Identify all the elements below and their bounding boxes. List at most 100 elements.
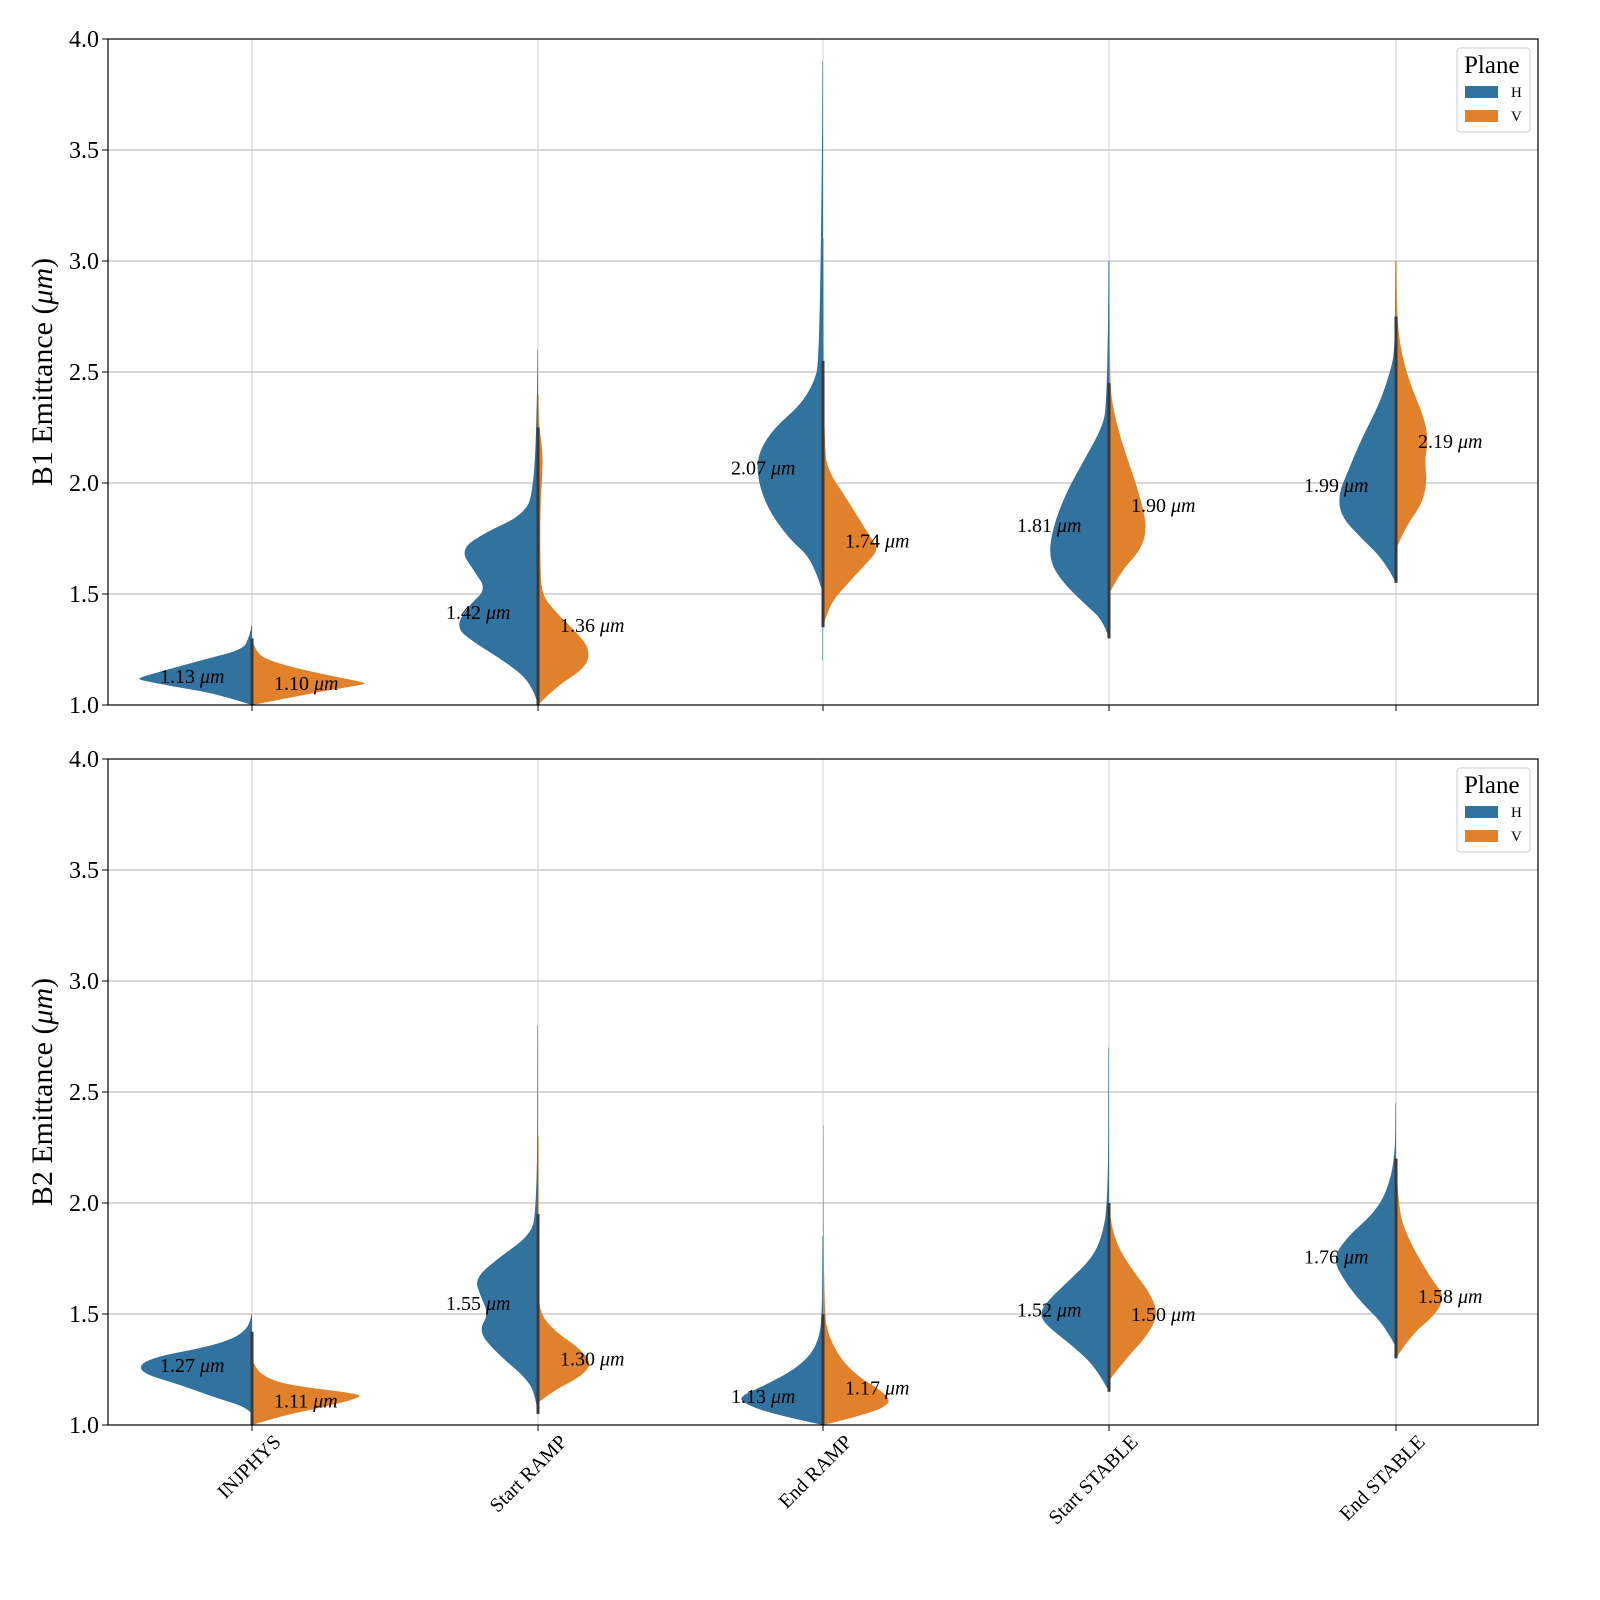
violin-h-4 bbox=[1339, 261, 1396, 583]
median-label-v: 1.36 μm bbox=[560, 615, 624, 637]
median-label-v: 1.74 μm bbox=[845, 531, 909, 553]
median-unit: μm bbox=[884, 1377, 909, 1399]
median-label-h: 1.99 μm bbox=[1304, 475, 1368, 497]
violin-v-1 bbox=[538, 1136, 590, 1403]
y-tick-label: 3.5 bbox=[69, 858, 99, 884]
y-tick-label: 3.0 bbox=[69, 969, 99, 995]
median-label-h: 2.07 μm bbox=[731, 457, 795, 479]
violins-b2 bbox=[140, 1025, 1442, 1425]
median-labels-b1: 1.13 μm1.42 μm2.07 μm1.81 μm1.99 μm1.10 … bbox=[160, 431, 1482, 695]
median-value: 1.17 bbox=[845, 1377, 885, 1399]
median-value: 1.13 bbox=[160, 666, 200, 688]
legend-title: Plane bbox=[1464, 772, 1520, 799]
median-label-v: 1.17 μm bbox=[845, 1377, 909, 1399]
violin-v-0 bbox=[252, 1358, 360, 1425]
legend-b1: Plane H V bbox=[1456, 47, 1531, 133]
legend-label-v: V bbox=[1511, 829, 1522, 845]
median-unit: μm bbox=[1343, 475, 1368, 497]
median-value: 1.55 bbox=[446, 1293, 486, 1315]
y-tick-label: 4.0 bbox=[69, 747, 99, 773]
legend-label-v: V bbox=[1511, 109, 1522, 125]
legend-swatch-h bbox=[1465, 86, 1498, 98]
panel-b1: 1.13 μm1.42 μm2.07 μm1.81 μm1.99 μm1.10 … bbox=[26, 27, 1539, 719]
median-value: 1.52 bbox=[1017, 1300, 1057, 1322]
y-tick-label: 3.0 bbox=[69, 249, 99, 275]
median-label-h: 1.55 μm bbox=[446, 1293, 510, 1315]
legend-swatch-h bbox=[1465, 806, 1498, 818]
y-ticks-b1: 1.0 1.5 2.0 2.5 3.0 3.5 4.0 bbox=[69, 27, 108, 719]
median-value: 1.58 bbox=[1418, 1286, 1458, 1308]
median-label-h: 1.81 μm bbox=[1017, 515, 1081, 537]
median-unit: μm bbox=[599, 615, 624, 637]
median-unit: μm bbox=[770, 1386, 795, 1408]
median-unit: μm bbox=[1457, 1286, 1482, 1308]
median-label-v: 1.30 μm bbox=[560, 1348, 624, 1370]
violin-v-3 bbox=[1109, 261, 1146, 594]
median-value: 1.76 bbox=[1304, 1246, 1344, 1268]
violin-v-3 bbox=[1109, 1203, 1156, 1381]
legend-swatch-v bbox=[1465, 110, 1498, 122]
median-unit: μm bbox=[485, 1293, 510, 1315]
violin-h-0 bbox=[140, 1314, 252, 1414]
legend-b2: Plane H V bbox=[1456, 767, 1531, 853]
median-label-h: 1.76 μm bbox=[1304, 1246, 1368, 1268]
median-value: 1.13 bbox=[731, 1386, 771, 1408]
median-value: 1.11 bbox=[274, 1391, 313, 1413]
median-unit: μm bbox=[1170, 495, 1195, 517]
y-tick-label: 4.0 bbox=[69, 27, 99, 53]
median-unit: μm bbox=[1343, 1246, 1368, 1268]
violin-h-0 bbox=[139, 625, 252, 705]
y-tick-label: 3.5 bbox=[69, 138, 99, 164]
median-label-h: 1.13 μm bbox=[160, 666, 224, 688]
violin-h-3 bbox=[1050, 261, 1109, 639]
median-value: 1.99 bbox=[1304, 475, 1344, 497]
y-tick-label: 1.5 bbox=[69, 1302, 99, 1328]
y-axis-label-b2: B2 Emittance (μm) bbox=[26, 978, 59, 1206]
violin-h-2 bbox=[757, 61, 823, 594]
median-value: 1.36 bbox=[560, 615, 600, 637]
violin-v-1 bbox=[538, 394, 589, 705]
median-value: 2.07 bbox=[731, 457, 771, 479]
y-tick-label: 1.5 bbox=[69, 582, 99, 608]
median-value: 1.30 bbox=[560, 1348, 600, 1370]
median-unit: μm bbox=[485, 602, 510, 624]
median-value: 1.90 bbox=[1131, 495, 1171, 517]
median-unit: μm bbox=[313, 673, 338, 695]
y-tick-label: 2.5 bbox=[69, 1080, 99, 1106]
violin-v-2 bbox=[823, 238, 877, 628]
y-tick-label: 2.0 bbox=[69, 471, 99, 497]
violin-h-1 bbox=[477, 1025, 538, 1414]
median-value: 1.42 bbox=[446, 602, 486, 624]
median-value: 1.27 bbox=[160, 1355, 200, 1377]
median-label-v: 1.90 μm bbox=[1131, 495, 1195, 517]
median-unit: μm bbox=[1056, 515, 1081, 537]
x-ticks-b1 bbox=[251, 705, 1397, 711]
violins-b1 bbox=[139, 61, 1428, 705]
median-labels-b2: 1.27 μm1.55 μm1.13 μm1.52 μm1.76 μm1.11 … bbox=[160, 1246, 1482, 1412]
median-label-v: 1.58 μm bbox=[1418, 1286, 1482, 1308]
median-value: 1.74 bbox=[845, 531, 885, 553]
violin-h-3 bbox=[1041, 1047, 1109, 1392]
median-unit: μm bbox=[770, 457, 795, 479]
median-value: 1.50 bbox=[1131, 1304, 1171, 1326]
violin-v-4 bbox=[1396, 1158, 1442, 1359]
violin-h-2 bbox=[741, 1236, 823, 1425]
median-label-v: 1.50 μm bbox=[1131, 1304, 1195, 1326]
median-label-h: 1.13 μm bbox=[731, 1386, 795, 1408]
violin-v-4 bbox=[1396, 261, 1428, 550]
median-unit: μm bbox=[1170, 1304, 1195, 1326]
median-value: 1.10 bbox=[274, 673, 314, 695]
legend-label-h: H bbox=[1511, 85, 1522, 101]
median-unit: μm bbox=[1056, 1300, 1081, 1322]
median-label-h: 1.27 μm bbox=[160, 1355, 224, 1377]
y-axis-label-b1: B1 Emittance (μm) bbox=[26, 258, 59, 486]
violin-v-2 bbox=[823, 1125, 889, 1425]
violin-h-1 bbox=[459, 349, 538, 705]
y-tick-label: 2.5 bbox=[69, 360, 99, 386]
legend-swatch-v bbox=[1465, 830, 1498, 842]
median-value: 2.19 bbox=[1418, 431, 1458, 453]
median-unit: μm bbox=[599, 1348, 624, 1370]
legend-label-h: H bbox=[1511, 805, 1522, 821]
